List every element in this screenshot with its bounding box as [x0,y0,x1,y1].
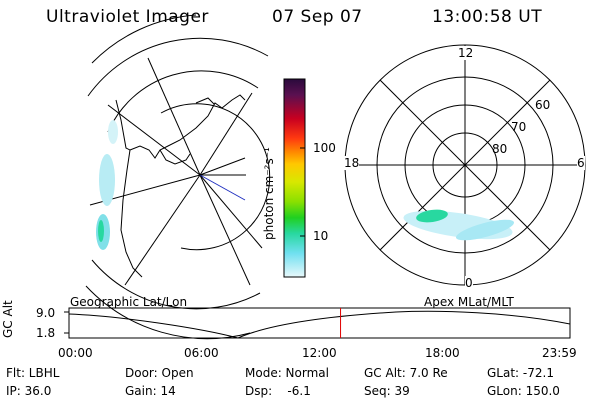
timeline-axis-title: GC Alt [1,300,15,338]
info-filter: Flt: LBHL [6,366,60,380]
mlat-label-60: 60 [535,98,551,112]
colorbar-tick-100: 100 [313,141,336,155]
magnetic-polar-plot [344,44,586,286]
mlt-label-0: 0 [465,276,473,290]
colorbar [283,78,306,278]
y-tick-1-8: 1.8 [36,326,56,340]
y-tick-9: 9.0 [36,306,56,320]
coastline [115,94,246,278]
info-mode: Mode: Normal [245,366,329,380]
x-tick-1800: 18:00 [425,346,460,360]
x-tick-0600: 06:00 [184,346,219,360]
mag-panel-label: Apex MLat/MLT [424,295,514,309]
altitude-curve [68,310,571,339]
geographic-grid [85,14,271,340]
x-tick-0000: 00:00 [58,346,93,360]
info-gain: Gain: 14 [125,384,176,398]
mlt-label-12: 12 [458,46,474,60]
colorbar-unit-label: photon cm⁻²s⁻¹ [262,147,276,240]
info-glon: GLon: 150.0 [487,384,560,398]
geo-panel-label: Geographic Lat/Lon [70,295,188,309]
colorbar-tick-10: 10 [313,229,329,243]
mlt-label-6: 6 [577,156,585,170]
info-seq: Seq: 39 [364,384,410,398]
info-glat: GLat: -72.1 [487,366,554,380]
time-label: 13:00:58 UT [432,7,543,27]
x-tick-1200: 12:00 [302,346,337,360]
info-ip: IP: 36.0 [6,384,52,398]
info-gc-alt: GC Alt: 7.0 Re [364,366,448,380]
aurora-emission-mag [403,209,515,241]
aurora-emission-geo [96,120,118,250]
date-label: 07 Sep 07 [272,7,363,27]
app-title: Ultraviolet Imager [46,7,209,27]
info-dsp: Dsp: -6.1 [245,384,311,398]
mlat-label-80: 80 [492,142,508,156]
altitude-timeline [64,307,571,339]
x-tick-2359: 23:59 [542,346,577,360]
mlat-label-70: 70 [511,120,527,134]
mlt-label-18: 18 [344,156,360,170]
info-door: Door: Open [125,366,194,380]
